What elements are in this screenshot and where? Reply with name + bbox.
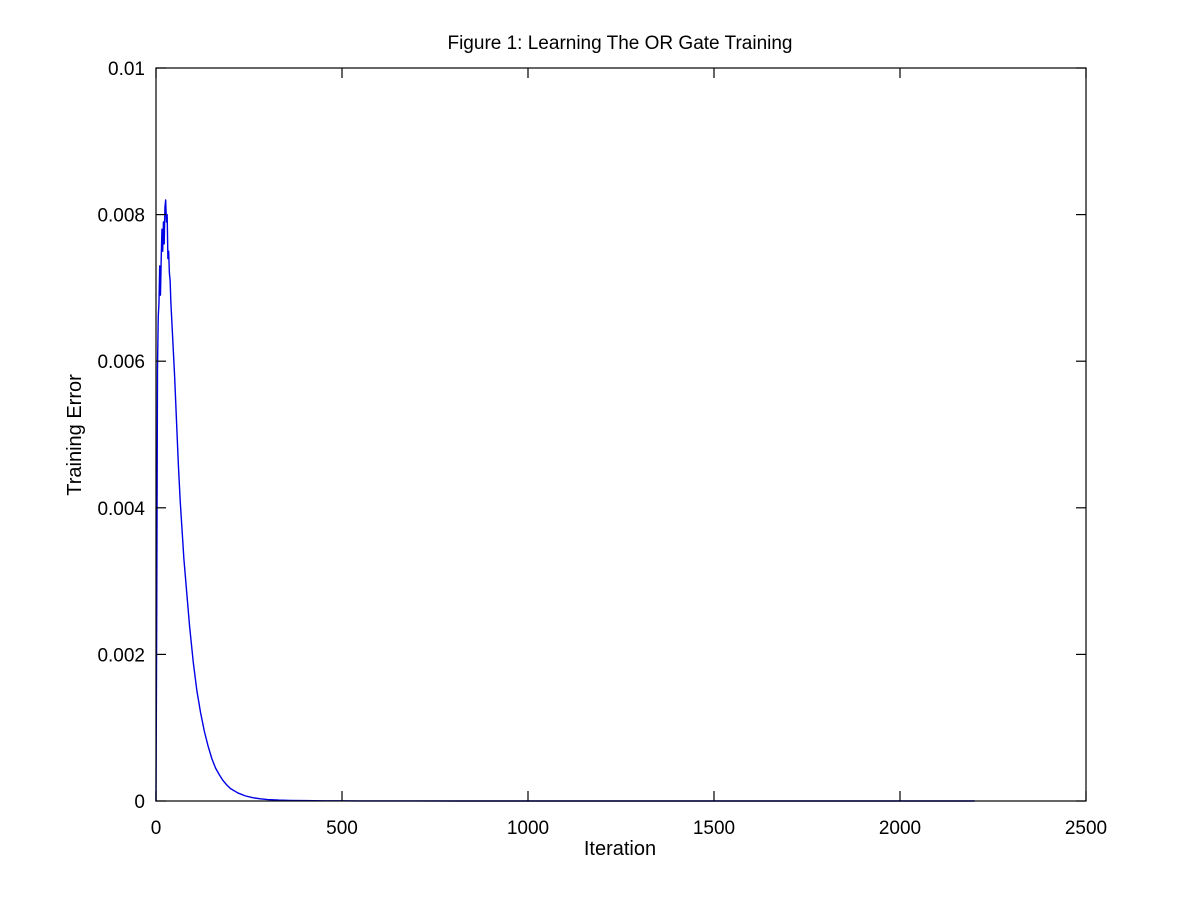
x-axis-label: Iteration (584, 838, 656, 860)
y-axis-ticks: 0 0.002 0.004 0.006 0.008 0.01 (97, 59, 1086, 813)
x-tick-label: 2500 (1065, 818, 1107, 839)
x-axis-ticks: 0 500 1000 1500 2000 2500 (151, 68, 1107, 839)
plot-area (155, 67, 1087, 802)
y-tick-label: 0.004 (97, 499, 145, 520)
x-tick-label: 500 (326, 818, 358, 839)
chart-title: Figure 1: Learning The OR Gate Training (447, 33, 792, 54)
axes-frame (155, 67, 1087, 802)
y-tick-label: 0.01 (108, 59, 145, 80)
y-tick-label: 0.006 (97, 352, 145, 373)
x-tick-label: 0 (151, 818, 162, 839)
y-axis-label: Training Error (64, 374, 86, 496)
x-tick-label: 2000 (879, 818, 921, 839)
y-tick-label: 0.002 (97, 645, 145, 666)
x-tick-label: 1000 (507, 818, 549, 839)
y-tick-label: 0.008 (97, 206, 145, 227)
x-tick-label: 1500 (693, 818, 735, 839)
y-tick-label: 0 (134, 792, 145, 813)
